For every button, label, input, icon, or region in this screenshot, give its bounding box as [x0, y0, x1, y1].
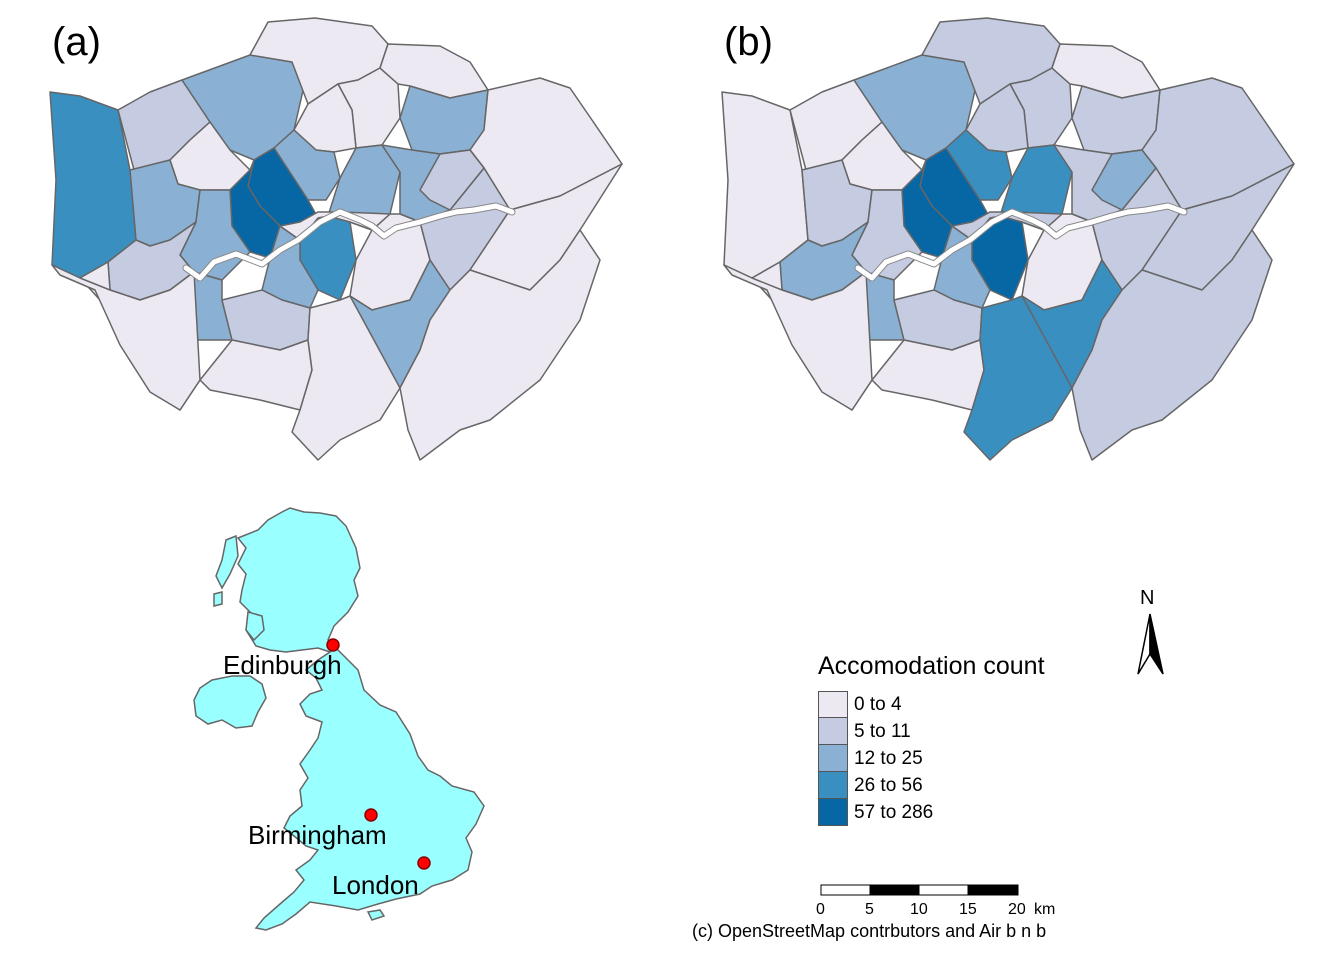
legend-swatch [818, 718, 848, 745]
great-britain-landmass [236, 507, 485, 931]
borough-region [273, 129, 341, 201]
legend-swatch [818, 772, 848, 799]
borough-region [1071, 229, 1273, 461]
edinburgh-marker [326, 638, 340, 652]
scottish-islands [213, 534, 265, 642]
borough-region [871, 339, 985, 411]
ireland-northern-landmass [193, 675, 267, 729]
scale-tick-label: 5 [865, 901, 874, 918]
legend-label: 57 to 286 [854, 801, 934, 823]
legend-item: 26 to 56 [818, 772, 1045, 799]
borough-region [945, 129, 1013, 201]
legend-swatch [818, 691, 848, 718]
legend: Accomodation count 0 to 4 5 to 11 12 to … [818, 654, 1045, 826]
city-label-london: London [332, 870, 419, 900]
river-thames [855, 203, 1187, 281]
legend-item: 57 to 286 [818, 799, 1045, 826]
legend-item: 0 to 4 [818, 691, 1045, 718]
legend-label: 5 to 11 [854, 720, 911, 742]
scale-tick-label: 20 [1008, 901, 1026, 918]
north-label: N [1140, 587, 1155, 609]
borough-region [723, 264, 873, 411]
north-arrow-icon [1137, 613, 1164, 675]
city-label-edinburgh: Edinburgh [223, 650, 342, 680]
uk-inset-map [193, 507, 485, 931]
scale-unit-label: km [1034, 901, 1056, 918]
scale-tick-label: 10 [910, 901, 928, 918]
legend-item: 5 to 11 [818, 718, 1045, 745]
london-map-b [721, 17, 1295, 461]
legend-label: 26 to 56 [854, 774, 923, 796]
birmingham-marker [364, 808, 378, 822]
london-marker [417, 856, 431, 870]
isle-of-wight [366, 909, 386, 921]
legend-swatch [818, 799, 848, 826]
legend-label: 12 to 25 [854, 747, 923, 769]
panel-label-a: (a) [52, 20, 101, 64]
map-credit: (c) OpenStreetMap contrbutors and Air b … [692, 921, 1047, 941]
london-map-a [49, 17, 623, 461]
legend-swatch [818, 745, 848, 772]
scale-tick-label: 0 [816, 901, 825, 918]
borough-region [199, 339, 313, 411]
legend-title: Accomodation count [818, 652, 1045, 680]
river-thames [183, 203, 515, 281]
legend-label: 0 to 4 [854, 693, 902, 715]
scale-tick-label: 15 [959, 901, 977, 918]
panel-label-b: (b) [724, 20, 773, 64]
scale-bar [820, 884, 1019, 896]
borough-region [399, 229, 601, 461]
borough-region [51, 264, 201, 411]
city-label-birmingham: Birmingham [248, 820, 387, 850]
legend-item: 12 to 25 [818, 745, 1045, 772]
